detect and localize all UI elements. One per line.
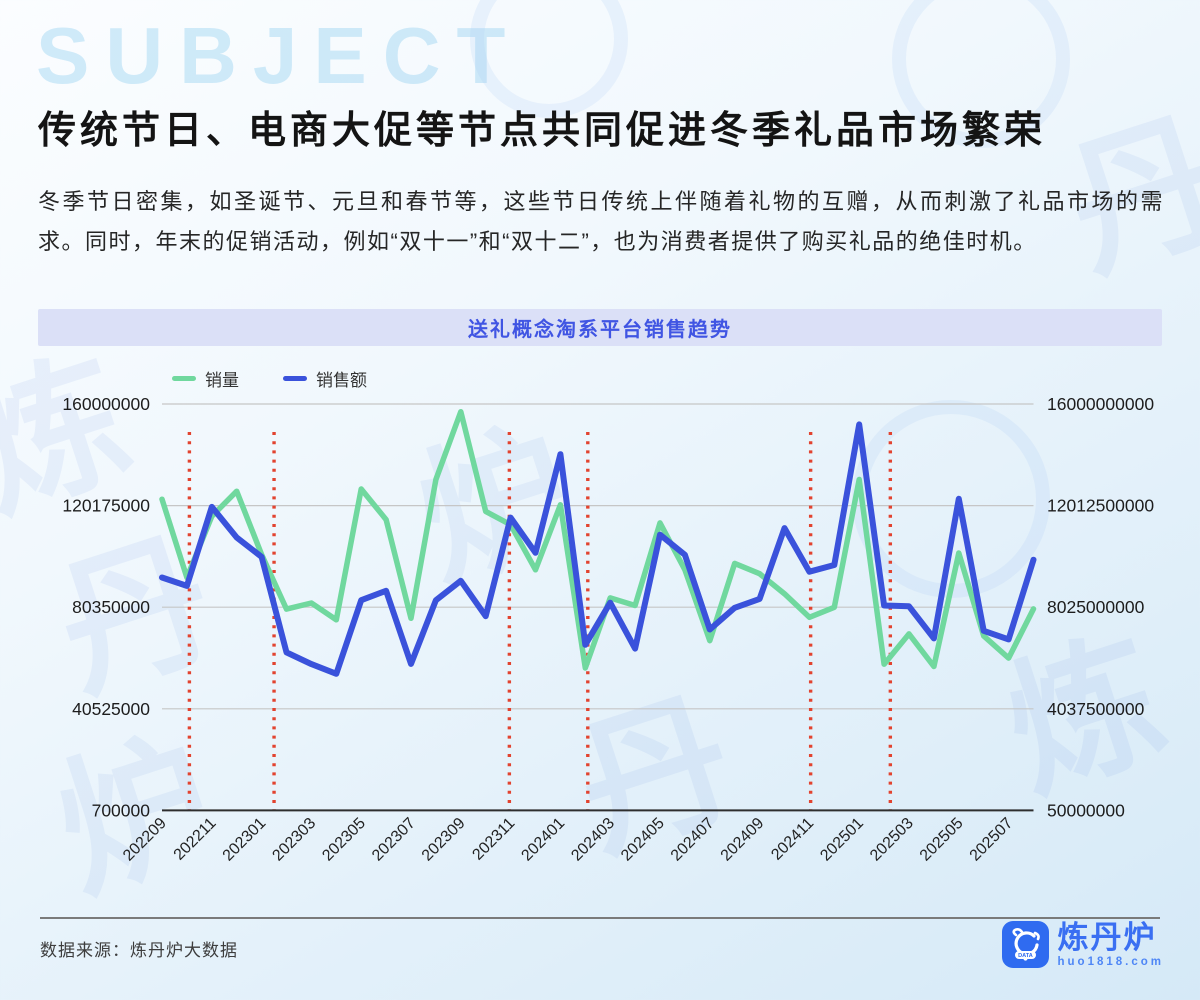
series-line-sales-value[interactable] [159,421,1037,677]
left-axis-tick-label: 160000000 [62,394,150,414]
legend-item-sales-volume[interactable]: 销量 [172,366,239,391]
x-axis-tick-label: 202307 [369,815,419,865]
brand-name: 炼丹炉 [1057,919,1157,955]
x-axis-tick-label: 202501 [817,815,867,865]
data-source-text: 数据来源：炼丹炉大数据 [40,941,238,960]
x-axis-tick-label: 202403 [568,815,618,865]
x-axis-tick-label: 202305 [319,815,369,865]
legend-label: 销量 [205,371,239,390]
footer-divider [40,917,1160,919]
x-axis-tick-label: 202303 [269,815,319,865]
left-axis-tick-label: 80350000 [72,597,150,617]
left-axis-tick-label: 40525000 [72,699,150,719]
right-axis-tick-label: 12012500000 [1047,496,1154,516]
logo-data-text: DATA [1018,953,1033,959]
brand-url: huo1818.com [1057,955,1164,968]
right-axis-tick-label: 4037500000 [1047,699,1145,719]
chart-legend: 销量 销售额 [172,366,367,391]
legend-label: 销售额 [316,371,367,390]
x-axis-tick-label: 202311 [469,815,518,864]
x-axis-tick-label: 202411 [768,815,817,864]
sales-volume-line-swatch [172,376,196,381]
x-axis-tick-label: 202405 [618,815,668,865]
right-axis-tick-label: 8025000000 [1047,597,1145,617]
x-axis-tick-label: 202209 [120,815,170,865]
right-axis-tick-label: 16000000000 [1047,394,1154,414]
x-axis-tick-label: 202301 [220,815,270,865]
legend-item-sales-value[interactable]: 销售额 [283,366,367,391]
background-watermark-text: SUBJECT [36,11,522,100]
x-axis-tick-label: 202309 [419,815,469,865]
brand-logo-icon: DATA [1001,921,1049,968]
x-axis-tick-label: 202503 [867,815,917,865]
page-title: 传统节日、电商大促等节点共同促进冬季礼品市场繁荣 [38,110,1047,153]
left-axis-tick-label: 700000 [92,800,151,820]
intro-paragraph: 冬季节日密集，如圣诞节、元旦和春节等，这些节日传统上伴随着礼物的互赠，从而刺激了… [38,189,1164,254]
chart-title: 送礼概念淘系平台销售趋势 [468,319,732,341]
brand-logo-block: DATA 炼丹炉 huo1818.com [1001,919,1165,968]
x-axis-tick-label: 202505 [917,815,967,865]
right-axis-tick-label: 50000000 [1047,800,1125,820]
x-axis-tick-label: 202507 [967,815,1017,865]
sales-trend-line-chart: 160000000 120175000 80350000 40525000 700000… [62,394,1154,865]
sales-value-line-swatch [283,376,307,381]
x-axis-tick-label: 202401 [518,815,568,865]
series-line-sales-volume[interactable] [159,408,1037,671]
x-axis-tick-label: 202409 [718,815,768,865]
x-axis-tick-label: 202407 [668,815,718,865]
left-axis-tick-label: 120175000 [62,496,150,516]
x-axis-tick-label: 202211 [171,815,220,864]
chart-title-bar: 送礼概念淘系平台销售趋势 [38,309,1162,346]
